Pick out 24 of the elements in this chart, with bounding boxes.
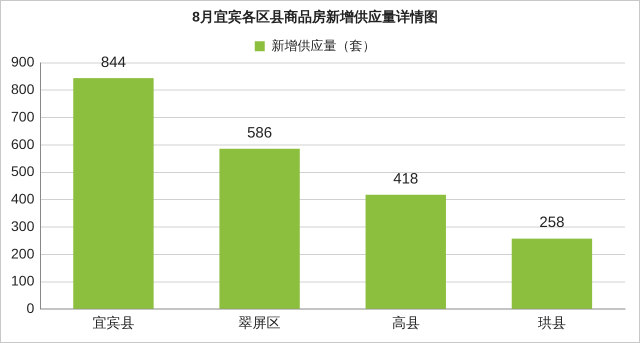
y-tick-label: 600 [11,136,35,152]
y-tick-label: 700 [11,108,35,124]
y-tick-label: 500 [11,163,35,180]
y-tick-label: 900 [11,54,35,70]
y-tick-label: 0 [26,300,35,316]
x-tick-label: 珙县 [538,314,566,330]
bar [366,194,446,309]
bar [512,238,592,309]
y-tick-label: 300 [11,218,35,234]
bar [219,148,300,309]
data-label: 258 [539,214,564,232]
x-tick-label: 高县 [392,314,420,330]
chart-title: 8月宜宾各区县商品房新增供应量详情图 [192,8,438,24]
y-tick-label: 400 [11,190,35,207]
x-tick-label: 翠屏区 [238,314,281,330]
data-label: 844 [100,54,126,71]
y-tick-label: 800 [11,81,35,98]
data-label: 418 [393,170,418,188]
y-tick-label: 200 [11,245,35,262]
x-tick-label: 宜宾县 [92,314,134,330]
y-tick-label: 100 [11,272,35,289]
bar [73,78,154,309]
data-label: 586 [247,124,272,142]
legend-label: 新增供应量（套） [271,38,376,53]
